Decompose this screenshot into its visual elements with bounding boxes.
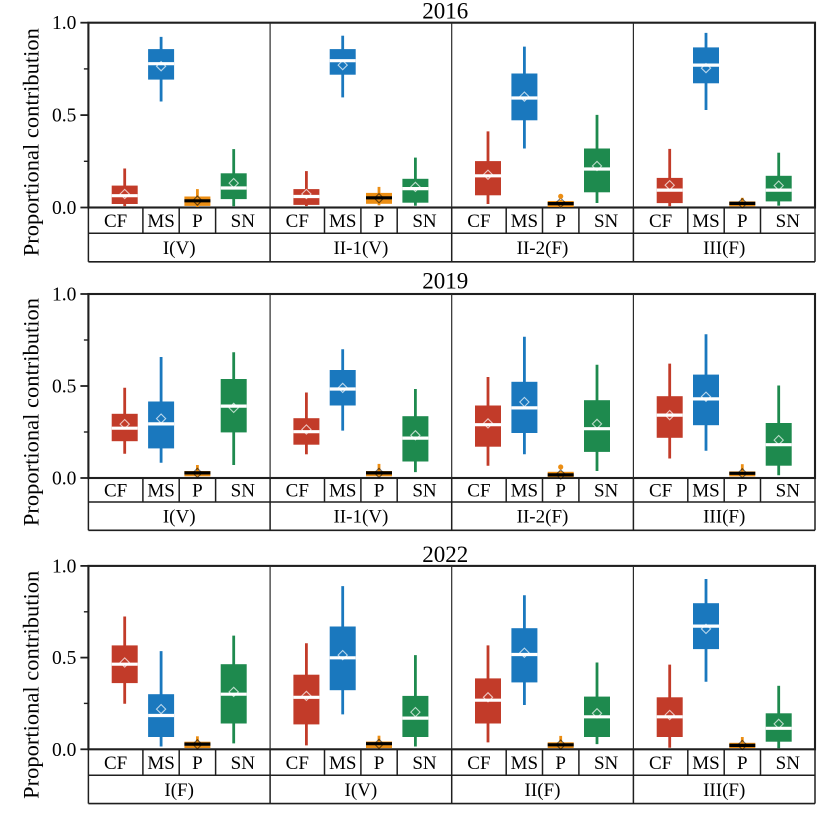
svg-text:I(V): I(V) — [163, 507, 196, 528]
svg-text:P: P — [555, 211, 566, 232]
svg-text:MS: MS — [692, 481, 719, 502]
svg-text:MS: MS — [692, 211, 719, 232]
svg-text:Proportional contribution: Proportional contribution — [19, 298, 44, 526]
svg-text:CF: CF — [286, 481, 309, 502]
svg-text:SN: SN — [776, 211, 801, 232]
svg-text:MS: MS — [692, 753, 719, 774]
svg-text:SN: SN — [412, 481, 437, 502]
svg-text:SN: SN — [594, 753, 619, 774]
svg-text:MS: MS — [511, 753, 538, 774]
svg-text:MS: MS — [511, 481, 538, 502]
svg-text:0.5: 0.5 — [52, 377, 76, 398]
svg-text:III(F): III(F) — [703, 780, 745, 801]
svg-text:SN: SN — [776, 753, 801, 774]
svg-text:CF: CF — [104, 481, 127, 502]
svg-text:MS: MS — [329, 753, 356, 774]
svg-text:2019: 2019 — [422, 269, 468, 294]
svg-text:II-1(V): II-1(V) — [333, 238, 388, 259]
svg-text:P: P — [374, 753, 385, 774]
svg-text:P: P — [555, 753, 566, 774]
svg-text:SN: SN — [594, 211, 619, 232]
svg-text:CF: CF — [467, 481, 490, 502]
svg-text:II-2(F): II-2(F) — [517, 238, 569, 259]
svg-text:2022: 2022 — [422, 542, 468, 567]
svg-text:CF: CF — [649, 753, 672, 774]
svg-text:CF: CF — [467, 753, 490, 774]
svg-text:CF: CF — [286, 211, 309, 232]
svg-text:P: P — [192, 753, 203, 774]
svg-text:CF: CF — [104, 211, 127, 232]
svg-text:P: P — [737, 211, 748, 232]
svg-text:MS: MS — [147, 481, 174, 502]
svg-text:SN: SN — [231, 753, 256, 774]
svg-text:P: P — [374, 481, 385, 502]
svg-text:0.0: 0.0 — [52, 469, 76, 490]
svg-text:P: P — [555, 481, 566, 502]
svg-text:MS: MS — [147, 753, 174, 774]
svg-text:P: P — [737, 753, 748, 774]
svg-text:I(V): I(V) — [345, 780, 378, 801]
svg-text:SN: SN — [594, 481, 619, 502]
svg-text:CF: CF — [649, 211, 672, 232]
svg-text:0.5: 0.5 — [52, 648, 76, 669]
svg-text:1.0: 1.0 — [52, 13, 76, 34]
svg-text:II-1(V): II-1(V) — [333, 507, 388, 528]
svg-text:SN: SN — [412, 211, 437, 232]
svg-text:Proportional contribution: Proportional contribution — [19, 28, 44, 256]
svg-text:MS: MS — [329, 481, 356, 502]
svg-text:0.0: 0.0 — [52, 740, 76, 761]
svg-text:I(F): I(F) — [164, 780, 194, 801]
svg-text:CF: CF — [467, 211, 490, 232]
svg-text:SN: SN — [776, 481, 801, 502]
svg-text:CF: CF — [286, 753, 309, 774]
svg-text:0.5: 0.5 — [52, 106, 76, 127]
svg-text:III(F): III(F) — [703, 238, 745, 259]
svg-text:III(F): III(F) — [703, 507, 745, 528]
svg-text:0.0: 0.0 — [52, 198, 76, 219]
svg-text:P: P — [192, 211, 203, 232]
svg-text:SN: SN — [412, 753, 437, 774]
svg-text:Proportional contribution: Proportional contribution — [19, 571, 44, 799]
svg-text:MS: MS — [147, 211, 174, 232]
svg-text:2016: 2016 — [422, 0, 468, 23]
svg-text:MS: MS — [511, 211, 538, 232]
svg-text:II-2(F): II-2(F) — [517, 507, 569, 528]
svg-text:I(V): I(V) — [163, 238, 196, 259]
svg-text:1.0: 1.0 — [52, 285, 76, 306]
svg-text:P: P — [374, 211, 385, 232]
svg-text:P: P — [192, 481, 203, 502]
svg-text:SN: SN — [231, 481, 256, 502]
svg-text:MS: MS — [329, 211, 356, 232]
svg-text:P: P — [737, 481, 748, 502]
svg-text:CF: CF — [104, 753, 127, 774]
svg-text:1.0: 1.0 — [52, 556, 76, 577]
svg-text:II(F): II(F) — [525, 780, 561, 801]
svg-text:CF: CF — [649, 481, 672, 502]
svg-text:SN: SN — [231, 211, 256, 232]
